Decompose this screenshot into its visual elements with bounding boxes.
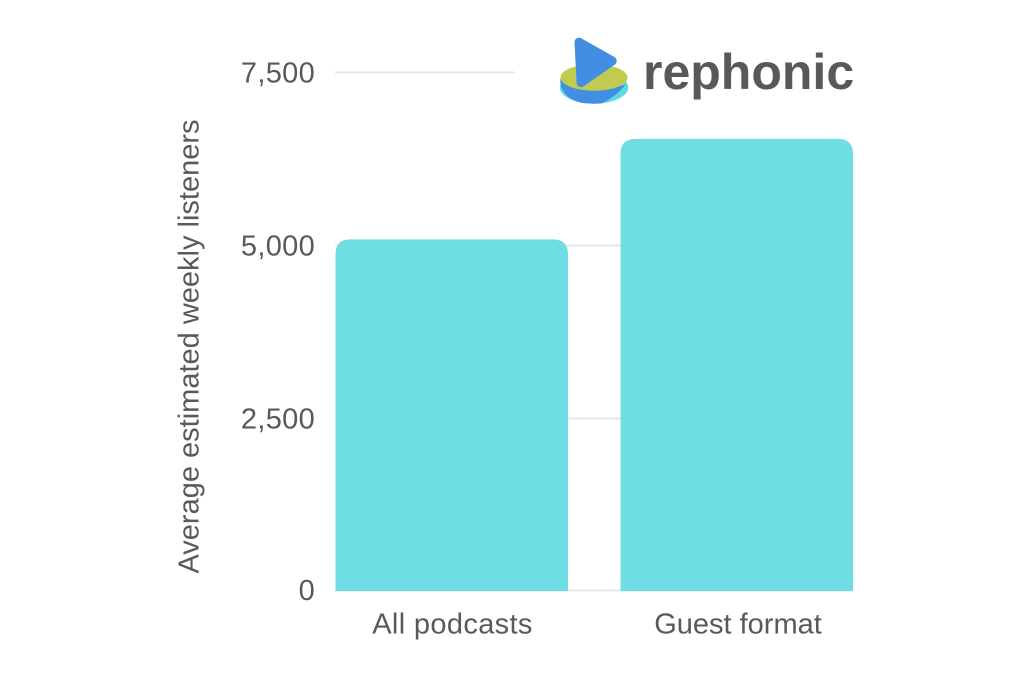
svg-text:Average estimated weekly liste: Average estimated weekly listeners [174,119,206,573]
svg-text:0: 0 [299,575,315,607]
svg-text:rephonic: rephonic [643,44,854,100]
svg-text:All podcasts: All podcasts [372,609,533,641]
svg-text:2,500: 2,500 [241,404,315,436]
svg-text:Guest format: Guest format [654,609,822,641]
svg-text:7,500: 7,500 [241,58,315,90]
svg-text:5,000: 5,000 [241,231,315,263]
